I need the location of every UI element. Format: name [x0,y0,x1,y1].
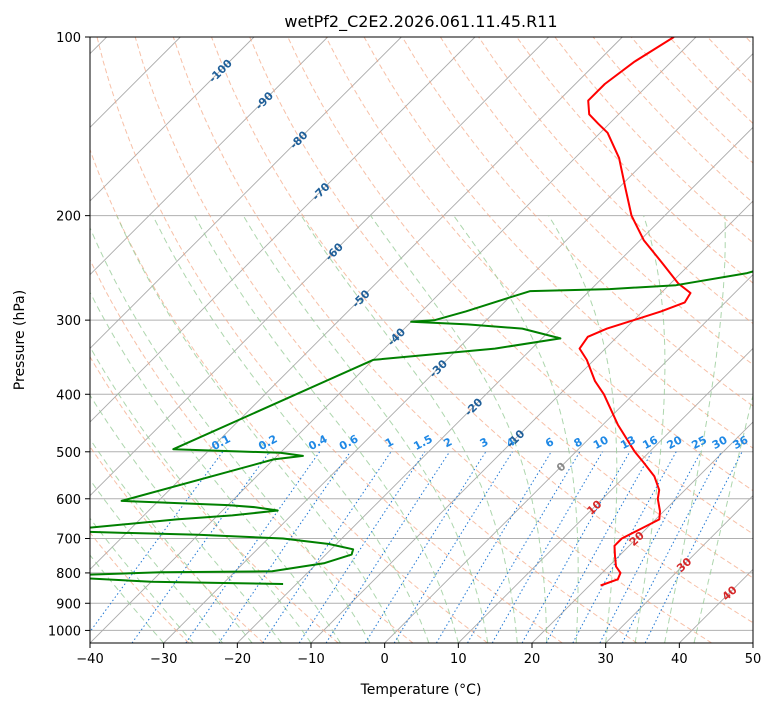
mixing-ratio-line [82,452,223,643]
y-tick-label: 1000 [48,624,81,639]
mixing-ratio-line [573,452,676,643]
x-tick-label: 10 [450,652,467,667]
dry-adiabat-label: -100 [206,57,235,86]
mixing-ratio-label: 13 [618,433,638,452]
moist-adiabat-label: 10 [584,497,604,517]
x-tick-label: 0 [381,652,389,667]
dry-adiabat [479,37,775,643]
dry-adiabat-label: -60 [323,240,346,263]
mixing-ratio-label: 25 [689,433,709,452]
dry-adiabat [0,37,264,643]
isotherm-gridline [16,37,622,643]
isotherm-gridline [679,37,775,643]
mixing-ratio-label: 0.2 [256,432,279,453]
mixing-ratio-line [299,452,425,643]
mixing-ratio-label: 1.5 [411,432,434,453]
dry-adiabat-label: -40 [385,325,408,348]
moist-adiabat [195,216,459,643]
y-tick-label: 300 [56,314,81,329]
mixing-ratio-label: 30 [710,433,730,452]
isotherm-gridline [311,37,775,643]
dry-adiabat-label: -90 [253,89,276,112]
mixing-ratio-label: 10 [591,433,611,452]
y-tick-label: 600 [56,493,81,508]
mixing-ratio-label: 6 [543,435,556,450]
isotherm-gridline [753,37,775,643]
y-tick-label: 200 [56,210,81,225]
mixing-ratio-label: 36 [731,433,751,452]
dry-adiabat [0,37,189,643]
moist-adiabat [371,216,547,643]
x-tick-label: 50 [745,652,762,667]
moist-adiabat [635,216,665,643]
isotherm-gridline [532,37,775,643]
x-tick-label: 20 [524,652,541,667]
mixing-ratio-label: 1 [383,435,396,450]
y-axis-title: Pressure (hPa) [12,290,28,390]
mixing-ratio-label: 0.1 [209,432,232,453]
mixing-ratio-label: 0.4 [306,432,330,453]
x-tick-label: −30 [150,652,177,667]
dry-adiabat [746,37,775,643]
y-tick-label: 800 [56,567,81,582]
dry-adiabat [21,37,413,643]
isotherm-gridline [458,37,775,643]
mixing-ratio-line [263,452,391,643]
dry-adiabat [708,37,775,643]
moist-adiabat [153,216,429,643]
dry-adiabat-label: -20 [462,395,485,418]
isotherm-gridline [0,37,475,643]
chart-title: wetPf2_C2E2.2026.061.11.45.R11 [284,12,557,32]
isotherm-gridline [0,37,328,643]
dry-adiabat [212,37,775,643]
moist-adiabat [301,216,517,643]
mixing-ratio-line [468,452,580,643]
dry-adiabat-label: -70 [309,180,332,203]
dry-adiabat-label: -30 [427,357,450,380]
x-tick-label: 30 [597,652,614,667]
dry-adiabat [364,37,775,643]
isotherm-gridline [0,37,254,643]
y-tick-label: 100 [56,31,81,46]
x-axis-title: Temperature (°C) [360,682,482,698]
moist-adiabat-label: 20 [627,529,647,549]
plot-frame [90,37,753,643]
y-tick-label: 500 [56,446,81,461]
dry-adiabat [669,37,775,643]
mixing-ratio-line [219,452,350,643]
dry-adiabat [0,37,338,643]
isotherm-gridline [237,37,775,643]
mixing-ratio-label: 20 [665,433,685,452]
moist-adiabat [0,216,164,643]
y-tick-label: 400 [56,388,81,403]
dry-adiabat-label: -80 [287,128,310,151]
isotherm-gridline [0,37,401,643]
mixing-ratio-label: 3 [478,435,491,450]
mixing-ratio-line [436,452,551,643]
moist-adiabat [6,216,282,643]
y-tick-label: 900 [56,597,81,612]
x-tick-label: −20 [224,652,251,667]
moist-adiabat [0,216,252,643]
mixing-ratio-line [622,452,721,643]
x-tick-label: 40 [671,652,688,667]
x-tick-label: −40 [76,652,103,667]
y-tick-label: 700 [56,533,81,548]
mixing-ratio-label: 16 [640,433,660,452]
x-tick-label: −10 [297,652,324,667]
dry-adiabat-label: -50 [349,287,372,310]
mixing-ratio-label: 8 [572,435,585,450]
dry-adiabat [440,37,775,643]
isotherm-gridline [385,37,775,643]
dry-adiabat [593,37,775,643]
isotherm-gridline [164,37,770,643]
moist-adiabat-label: 40 [720,583,740,603]
